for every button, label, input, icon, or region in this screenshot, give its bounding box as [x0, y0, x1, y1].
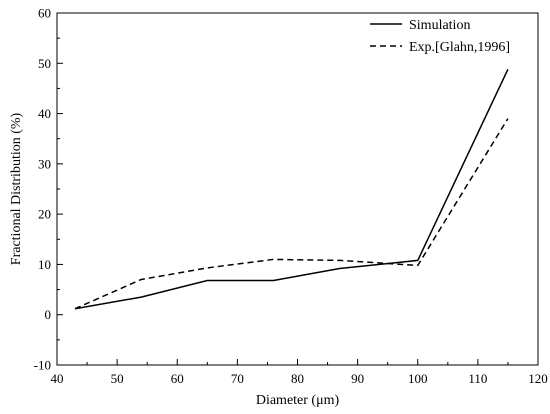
- y-tick-label: 50: [38, 56, 51, 71]
- x-axis-title: Diameter (μm): [256, 393, 340, 408]
- x-tick-label: 80: [291, 371, 304, 386]
- y-tick-label: 30: [38, 156, 51, 171]
- y-axis: -10 0 10 20 30 40 50 60: [34, 6, 63, 373]
- x-tick-label: 40: [51, 371, 64, 386]
- x-axis: 40 50 60 70 80 90 100 110 120: [51, 359, 548, 386]
- plot-frame: [56, 12, 539, 366]
- x-tick-label: 110: [468, 371, 487, 386]
- x-tick-label: 90: [351, 371, 364, 386]
- x-tick-label: 120: [528, 371, 548, 386]
- y-tick-label: 10: [38, 257, 51, 272]
- series-layer: [74, 68, 509, 310]
- series-line-1: [74, 68, 509, 310]
- plot-border: [56, 12, 539, 366]
- series-line-2: [74, 118, 509, 310]
- x-tick-label: 100: [408, 371, 428, 386]
- y-tick-label: 0: [45, 307, 52, 322]
- x-tick-label: 60: [171, 371, 184, 386]
- y-tick-label: -10: [34, 358, 51, 373]
- y-tick-label: 60: [38, 6, 51, 21]
- legend-label-2: Exp.[Glahn,1996]: [409, 40, 510, 55]
- legend-label-1: Simulation: [409, 18, 470, 33]
- y-axis-title: Fractional Distribution (%): [9, 112, 24, 265]
- y-tick-label: 40: [38, 106, 51, 121]
- legend: Simulation Exp.[Glahn,1996]: [370, 18, 510, 55]
- y-tick-label: 20: [38, 207, 51, 222]
- x-tick-label: 50: [111, 371, 124, 386]
- x-tick-label: 70: [231, 371, 244, 386]
